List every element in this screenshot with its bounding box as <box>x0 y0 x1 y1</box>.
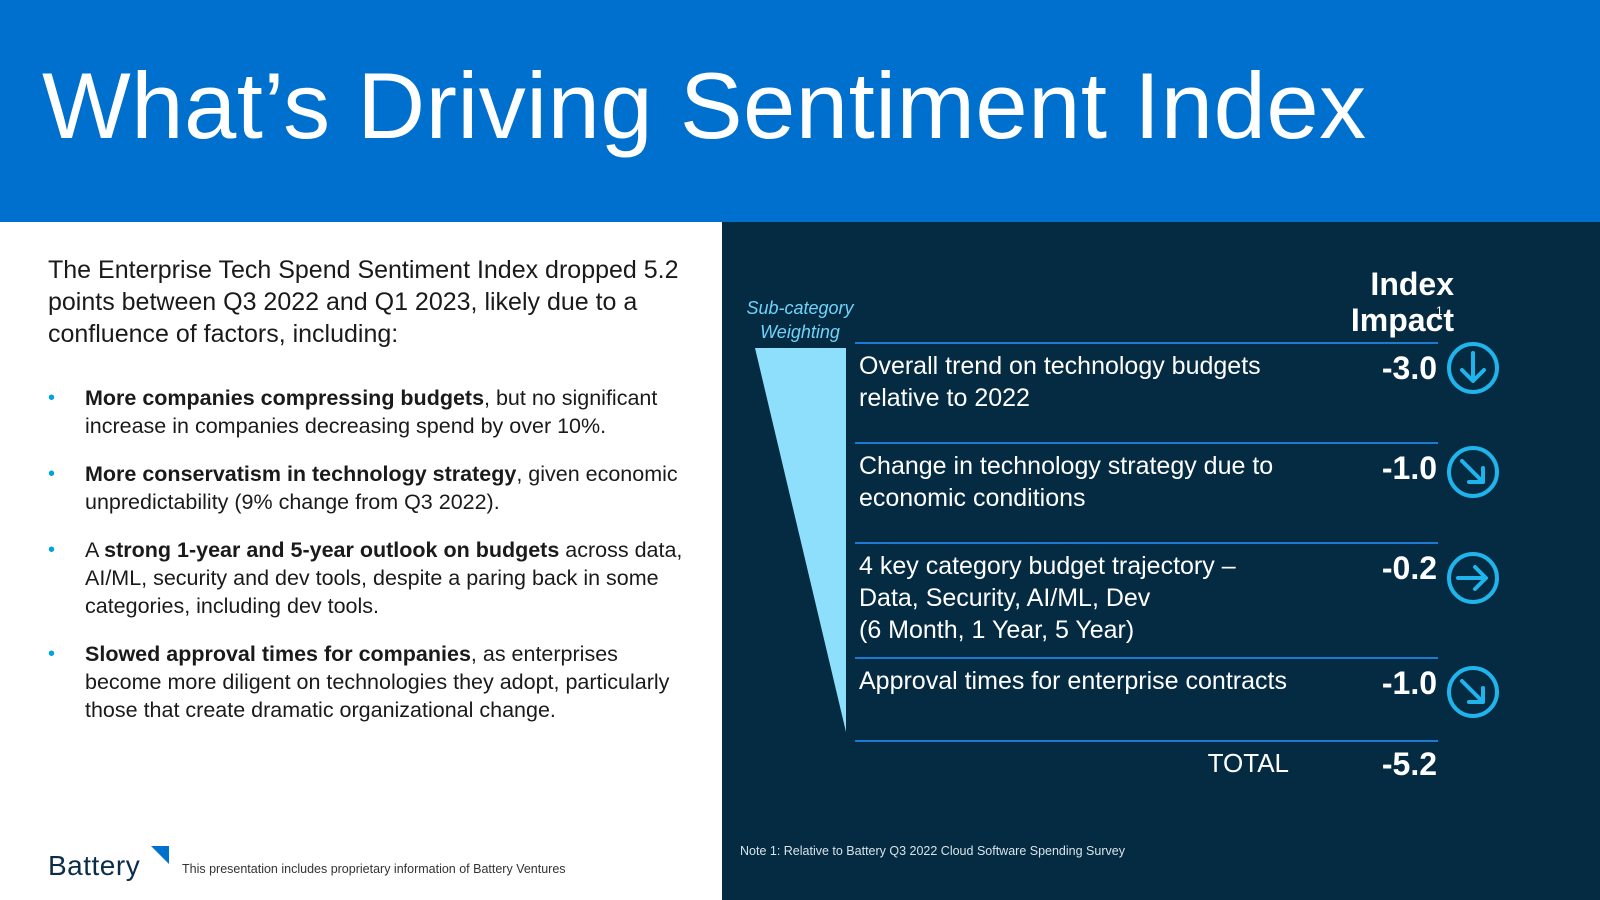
bullet-list: • More companies compressing budgets, bu… <box>48 384 688 744</box>
row-value: -0.2 <box>1381 550 1437 586</box>
bullet-bold: Slowed approval times for companies <box>85 642 471 666</box>
arrow-down-right-icon <box>1447 666 1499 718</box>
impact-panel: Sub-category Weighting Index Impact 1 Ov… <box>722 222 1600 900</box>
row-label: Overall trend on technology budgets rela… <box>859 352 1261 412</box>
row-label-line: 4 key category budget trajectory – <box>859 552 1236 580</box>
disclaimer: This presentation includes proprietary i… <box>182 862 566 876</box>
weighting-funnel <box>755 348 846 732</box>
row-label: 4 key category budget trajectory – Data,… <box>859 550 1289 646</box>
bullet-bold: More companies compressing budgets <box>85 386 485 410</box>
row-value: -1.0 <box>1381 450 1437 486</box>
logo-mark-icon <box>151 846 169 864</box>
weighting-label-line: Weighting <box>760 322 840 342</box>
header-line: Impact <box>1350 302 1454 338</box>
row-value: -3.0 <box>1381 350 1437 386</box>
arrow-right-icon <box>1447 552 1499 604</box>
bullet-dot: • <box>48 539 56 561</box>
weighting-funnel-shape <box>755 348 846 732</box>
logo-wordmark: Battery <box>48 850 141 881</box>
bullet-item: • More conservatism in technology strate… <box>48 460 688 516</box>
bullet-rest: across data, AI/ML, security and dev too… <box>85 538 683 618</box>
row-label: Change in technology strategy due to eco… <box>859 452 1274 512</box>
bullet-dot: • <box>48 387 56 409</box>
intro-text: The Enterprise Tech Spend Sentiment Inde… <box>48 256 679 348</box>
row-divider <box>855 542 1438 544</box>
total-value: -5.2 <box>1381 746 1437 782</box>
bullet-rest: , as enterprises become more diligent on… <box>85 642 670 722</box>
arrow-down-right-icon <box>1447 446 1499 498</box>
bullet-lead: A <box>85 538 105 562</box>
battery-logo: Battery <box>48 846 173 888</box>
bullet-item: • A strong 1-year and 5-year outlook on … <box>48 536 688 620</box>
row-label: Approval times for enterprise contracts <box>859 667 1287 695</box>
row-label-line: Data, Security, AI/ML, Dev <box>859 584 1151 612</box>
bullet-bold: More conservatism in technology strategy <box>85 462 517 486</box>
index-impact-header: Index Impact <box>1282 266 1454 338</box>
bullet-rest: , but no significant increase in compani… <box>85 386 658 438</box>
row-value: -1.0 <box>1381 665 1437 701</box>
header-line: Index <box>1370 266 1454 302</box>
row-divider <box>855 657 1438 659</box>
total-divider <box>855 740 1438 742</box>
weighting-label-line: Sub-category <box>746 298 854 318</box>
title-banner: What’s Driving Sentiment Index <box>0 0 1600 222</box>
header-footnote-marker: 1 <box>1436 304 1443 318</box>
row-divider <box>855 442 1438 444</box>
bullet-bold: strong 1-year and 5-year outlook on budg… <box>104 538 560 562</box>
summary-column: The Enterprise Tech Spend Sentiment Inde… <box>0 222 720 900</box>
bullet-rest: , given economic unpredictability (9% ch… <box>85 462 678 514</box>
bullet-item: • Slowed approval times for companies, a… <box>48 640 688 724</box>
row-divider <box>855 342 1438 344</box>
row-label-line: (6 Month, 1 Year, 5 Year) <box>859 616 1135 644</box>
bullet-dot: • <box>48 643 56 665</box>
weighting-label: Sub-category Weighting <box>740 296 860 344</box>
arrow-down-icon <box>1447 342 1499 394</box>
page-title: What’s Driving Sentiment Index <box>42 53 1367 158</box>
bullet-item: • More companies compressing budgets, bu… <box>48 384 688 440</box>
footnote: Note 1: Relative to Battery Q3 2022 Clou… <box>740 844 1125 858</box>
bullet-dot: • <box>48 463 56 485</box>
total-label: TOTAL <box>1207 748 1289 778</box>
